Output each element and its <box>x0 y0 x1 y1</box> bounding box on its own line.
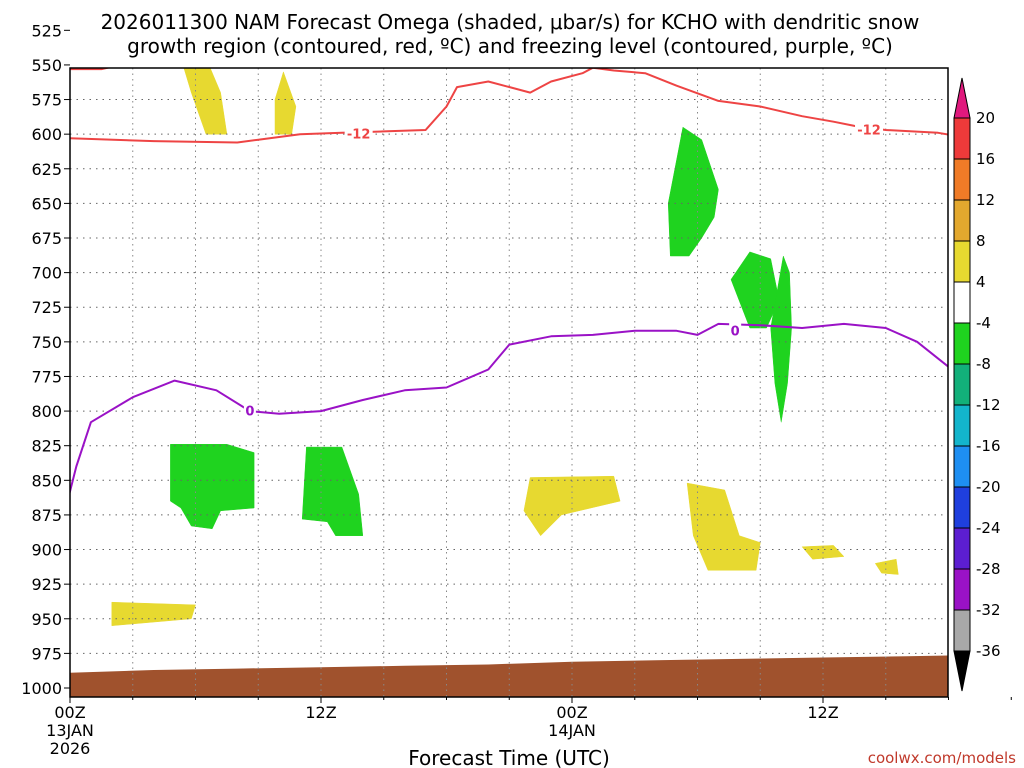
colorbar-label: 12 <box>976 191 995 209</box>
y-tick-label: 700 <box>31 264 62 283</box>
y-tick-label: 975 <box>31 644 62 663</box>
y-tick-label: 575 <box>31 91 62 110</box>
y-tick-label: 900 <box>31 541 62 560</box>
x-tick-label: 12Z <box>807 703 838 722</box>
y-tick-label: 1000 <box>21 679 62 698</box>
omega-negative-region <box>770 255 792 423</box>
dgz-contour-line <box>70 68 948 144</box>
colorbar-segment <box>953 77 971 119</box>
terrain <box>70 655 948 697</box>
contour-label: -12 <box>857 124 881 139</box>
colorbar-segment <box>953 363 971 406</box>
colorbar-segment <box>953 568 971 611</box>
y-tick-label: 875 <box>31 506 62 525</box>
omega-positive-region <box>183 68 228 135</box>
omega-negative-region <box>170 444 255 530</box>
chart-title-line-1: 2026011300 NAM Forecast Omega (shaded, μ… <box>101 10 920 34</box>
credit-text: coolwx.com/models <box>868 749 1016 767</box>
colorbar-label: -16 <box>976 437 1001 455</box>
x-axis: 00Z13JAN202612Z00Z14JAN12Z00Z15JAN12Z00Z… <box>46 697 1012 758</box>
colorbar-label: 20 <box>976 109 995 127</box>
x-tick-label: 00Z <box>556 703 587 722</box>
y-tick-label: 775 <box>31 367 62 386</box>
colorbar-segment <box>953 650 971 692</box>
y-tick-label: 650 <box>31 194 62 213</box>
contour-label: 0 <box>731 324 740 339</box>
freezing-level-contour-line <box>70 322 948 496</box>
x-tick-label: 2026 <box>50 739 91 758</box>
y-tick-label: 825 <box>31 437 62 456</box>
colorbar-label: -12 <box>976 396 1001 414</box>
dgz-contour-line <box>854 0 1024 446</box>
colorbar-label: -24 <box>976 519 1001 537</box>
chart-title-line-2: growth region (contoured, red, ºC) and f… <box>127 34 893 58</box>
y-tick-label: 550 <box>31 56 62 75</box>
y-tick-label: 850 <box>31 471 62 490</box>
omega-negative-region <box>730 251 780 329</box>
colorbar-label: 16 <box>976 150 995 168</box>
y-axis: 525 550 575 600 625 650 675 700 725 750 775 800 825 8… <box>21 21 70 698</box>
y-tick-label: 950 <box>31 610 62 629</box>
colorbar-label: -8 <box>976 355 991 373</box>
colorbar-segment <box>953 281 971 324</box>
y-tick-label: 675 <box>31 229 62 248</box>
x-tick-label: 13JAN <box>46 721 94 740</box>
colorbar-segment <box>953 486 971 529</box>
colorbar-label: 4 <box>976 273 986 291</box>
omega-positive-region <box>984 280 997 342</box>
colorbar-label: -4 <box>976 314 991 332</box>
contour-label-bg <box>729 322 742 338</box>
colorbar-segment <box>953 445 971 488</box>
omega-positive-region <box>523 475 621 537</box>
colorbar-segment <box>953 322 971 365</box>
colorbar-segment <box>953 609 971 652</box>
x-tick-label: 14JAN <box>548 721 596 740</box>
contour-label-bg <box>344 126 373 142</box>
omega-negative-region <box>667 126 719 257</box>
contour-label: 0 <box>245 405 254 420</box>
contour-label-bg <box>243 403 256 419</box>
colorbar-segment <box>953 158 971 201</box>
contour-label-bg <box>855 122 884 138</box>
omega-positive-region <box>111 601 196 626</box>
colorbar-segment <box>953 240 971 283</box>
gridlines <box>70 68 948 697</box>
contour-label: -12 <box>347 128 371 143</box>
omega-positive-region <box>274 71 297 135</box>
x-tick-label: 00Z <box>54 703 85 722</box>
y-tick-label: 925 <box>31 575 62 594</box>
colorbar: 20 16 12 8 4 -4 -8 -12 -16 -20 -24 -28 -32 -36 <box>953 77 1001 692</box>
y-tick-label: 600 <box>31 125 62 144</box>
plot-area <box>70 68 997 697</box>
y-tick-label: 800 <box>31 402 62 421</box>
colorbar-segment <box>953 199 971 242</box>
colorbar-segment <box>953 527 971 570</box>
y-tick-label: 725 <box>31 298 62 317</box>
omega-negative-region <box>301 446 364 536</box>
y-tick-label: 625 <box>31 160 62 179</box>
x-axis-title: Forecast Time (UTC) <box>408 746 610 768</box>
colorbar-label: -32 <box>976 601 1001 619</box>
colorbar-segment <box>953 404 971 447</box>
colorbar-segment <box>953 117 971 160</box>
colorbar-label: 8 <box>976 232 986 250</box>
colorbar-label: -20 <box>976 478 1001 496</box>
omega-positive-region <box>874 558 899 575</box>
colorbar-label: -28 <box>976 560 1001 578</box>
colorbar-label: -36 <box>976 642 1001 660</box>
omega-positive-region <box>686 482 761 571</box>
y-tick-label: 525 <box>31 21 62 40</box>
y-tick-label: 750 <box>31 333 62 352</box>
x-tick-label: 12Z <box>305 703 336 722</box>
